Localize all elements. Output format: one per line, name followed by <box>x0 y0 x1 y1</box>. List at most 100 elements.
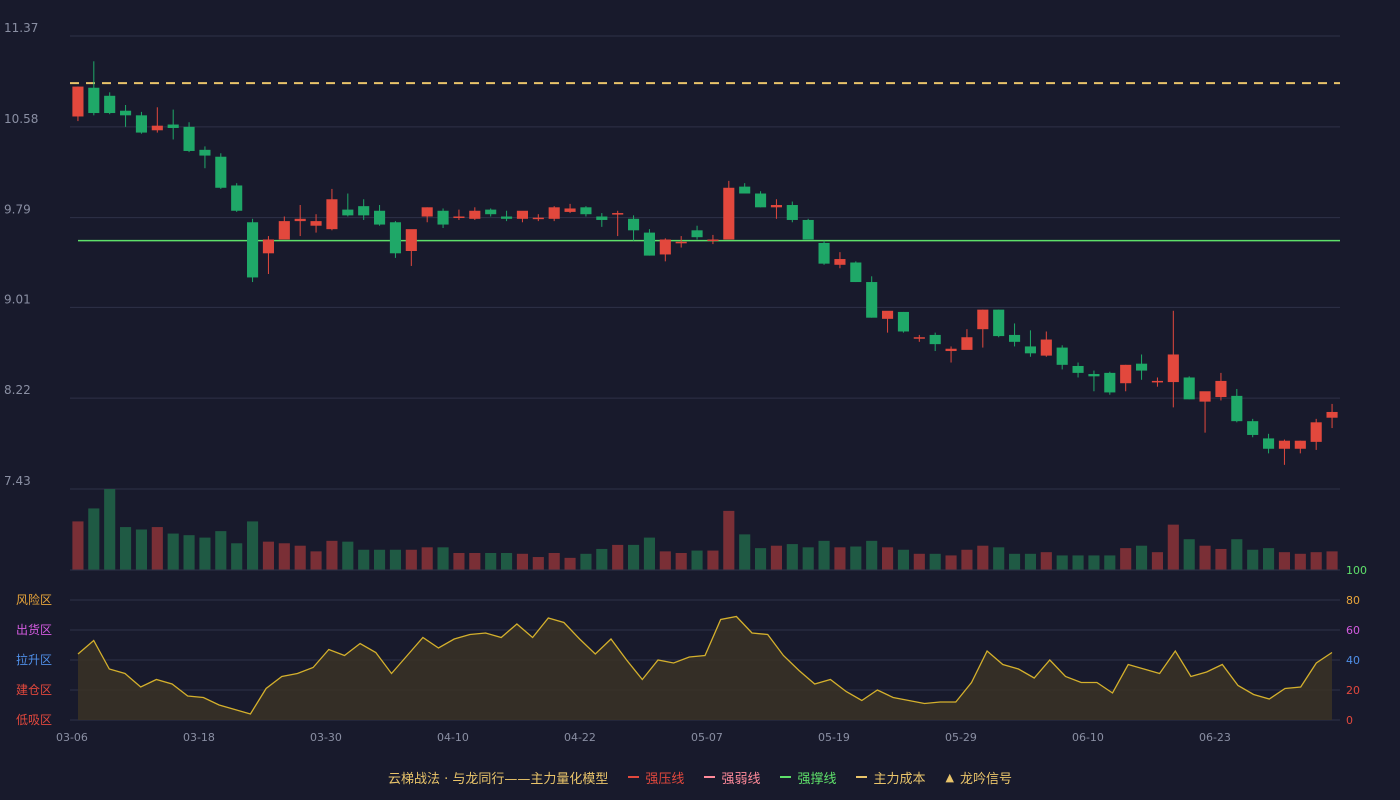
legend-title: 云梯战法 · 与龙同行——主力量化模型 <box>388 768 608 787</box>
oscillator-tick-label: 20 <box>1346 684 1360 697</box>
volume-bar <box>548 552 560 570</box>
candle <box>580 206 592 217</box>
volume-bar <box>485 552 497 570</box>
candle <box>802 218 814 240</box>
volume-bar <box>1104 555 1116 570</box>
candle-body <box>1231 395 1243 422</box>
price-tick-label: 7.43 <box>4 474 31 488</box>
legend-signal-label: 龙吟信号 <box>959 771 1012 787</box>
candle <box>183 122 195 153</box>
candle-body <box>1072 365 1084 373</box>
legend-strong-weak[interactable]: 强弱线 <box>704 768 760 787</box>
candle-body <box>596 216 608 220</box>
candlestick-series <box>72 61 1338 465</box>
volume-bar <box>659 551 671 570</box>
oscillator-line <box>77 615 1333 715</box>
candle-body <box>1326 411 1338 418</box>
candle-body <box>326 199 338 230</box>
oscillator-zone-label: 建仓区 <box>16 683 52 697</box>
candle <box>564 203 576 214</box>
candle-body <box>882 310 894 319</box>
triangle-up-icon: ▲ <box>945 770 954 784</box>
date-tick-label: 04-22 <box>564 731 596 744</box>
candle-body <box>866 282 878 318</box>
volume-bar <box>120 527 132 570</box>
legend-strong-weak-label: 强弱线 <box>721 771 761 787</box>
volume-bar <box>786 544 798 570</box>
candle <box>437 208 449 229</box>
candle <box>834 252 846 269</box>
legend-strong-support[interactable]: 强撑线 <box>780 768 836 787</box>
candle-body <box>1104 372 1116 393</box>
candle <box>167 109 179 140</box>
candle <box>548 206 560 222</box>
candle-body <box>1263 438 1275 449</box>
volume-bar <box>167 533 179 570</box>
volume-bar <box>88 508 100 570</box>
volume-bar <box>310 551 322 570</box>
candle <box>405 229 417 266</box>
candle <box>1263 433 1275 454</box>
candle <box>453 209 465 220</box>
volume-bar <box>215 531 227 570</box>
candle <box>770 199 782 219</box>
volume-bar <box>294 545 306 570</box>
volume-bar <box>374 549 386 570</box>
volume-bar <box>707 550 719 570</box>
volume-bars <box>72 489 1338 570</box>
legend-strong-pressure[interactable]: 强压线 <box>628 768 684 787</box>
volume-bar <box>834 547 846 570</box>
candle <box>1199 391 1211 433</box>
volume-bar <box>104 489 116 570</box>
volume-bar <box>1167 524 1179 570</box>
volume-bar <box>437 547 449 570</box>
candle <box>88 61 100 116</box>
candle <box>818 240 830 265</box>
candle <box>1136 354 1148 380</box>
candle <box>1294 440 1306 454</box>
date-tick-label: 05-29 <box>945 731 977 744</box>
candle <box>1310 418 1322 450</box>
candle <box>278 216 290 240</box>
candle <box>294 205 306 237</box>
candle <box>485 208 497 217</box>
candle-body <box>802 219 814 240</box>
candle <box>675 236 687 248</box>
legend-signal[interactable]: ▲ 龙吟信号 <box>945 768 1011 787</box>
date-tick-label: 06-23 <box>1199 731 1231 744</box>
candle-body <box>199 149 211 156</box>
volume-bar <box>1231 539 1243 570</box>
volume-bar <box>278 543 290 570</box>
volume-bar <box>532 557 544 570</box>
candle <box>1247 418 1259 438</box>
volume-bar <box>580 553 592 570</box>
candle <box>389 221 401 258</box>
volume-bar <box>1310 552 1322 570</box>
candle <box>120 104 132 127</box>
volume-bar <box>929 553 941 570</box>
volume-bar <box>135 529 147 570</box>
candle <box>374 205 386 226</box>
date-tick-label: 06-10 <box>1072 731 1104 744</box>
candle-body <box>1024 346 1036 354</box>
volume-bar <box>1072 555 1084 570</box>
volume-bar <box>612 544 624 570</box>
volume-bar <box>675 552 687 570</box>
candle-body <box>1056 347 1068 365</box>
legend-main-cost[interactable]: 主力成本 <box>856 768 925 787</box>
candle-body <box>961 337 973 350</box>
candle <box>262 236 274 274</box>
price-tick-label: 11.37 <box>4 21 38 35</box>
volume-bar <box>977 545 989 570</box>
legend-strong-pressure-label: 强压线 <box>645 771 685 787</box>
candle <box>755 191 767 208</box>
candle-body <box>374 210 386 225</box>
candle <box>913 334 925 342</box>
volume-bar <box>691 550 703 570</box>
candle-body <box>850 262 862 283</box>
candle <box>1104 371 1116 395</box>
candle <box>231 183 243 212</box>
candle <box>707 234 719 245</box>
